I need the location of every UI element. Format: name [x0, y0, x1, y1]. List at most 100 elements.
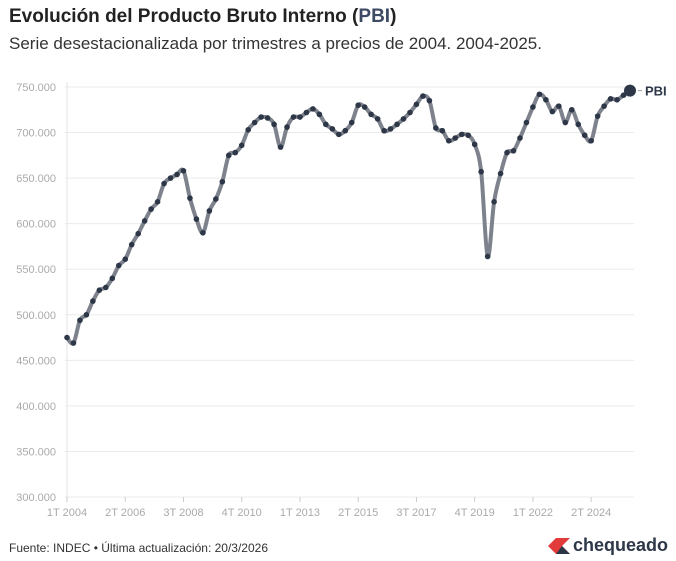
- data-point: [316, 111, 323, 118]
- data-point: [303, 109, 310, 116]
- y-tick-label: 650.000: [16, 173, 56, 185]
- data-point: [568, 106, 575, 113]
- data-point: [348, 119, 355, 126]
- data-point: [484, 253, 491, 260]
- data-point: [290, 114, 297, 120]
- data-point: [187, 195, 193, 201]
- data-point: [504, 149, 510, 156]
- y-tick-label: 400.000: [16, 401, 56, 413]
- y-tick-label: 750.000: [16, 82, 56, 94]
- x-tick-label: 1T 2013: [280, 507, 320, 519]
- series-label: PBI: [645, 84, 667, 99]
- data-point: [271, 121, 277, 128]
- data-point: [523, 119, 530, 126]
- data-point: [109, 275, 116, 282]
- data-point: [206, 208, 213, 214]
- data-point: [96, 287, 103, 293]
- data-point: [122, 256, 129, 263]
- data-point: [497, 170, 504, 177]
- data-point: [329, 126, 336, 132]
- y-tick-label: 450.000: [16, 355, 56, 367]
- data-point: [530, 104, 536, 110]
- data-point: [368, 111, 374, 118]
- x-tick-label: 1T 2004: [47, 507, 87, 519]
- data-point: [439, 127, 446, 134]
- x-tick-label: 2T 2006: [105, 507, 145, 519]
- data-point: [413, 101, 420, 108]
- y-tick-label: 500.000: [16, 310, 56, 322]
- data-point: [219, 178, 226, 185]
- data-point: [594, 113, 601, 119]
- chart-subtitle: Serie desestacionalizada por trimestres …: [9, 34, 542, 53]
- data-point: [614, 96, 620, 103]
- data-point: [562, 119, 569, 126]
- x-tick-label: 4T 2010: [222, 507, 262, 519]
- data-point: [491, 199, 497, 205]
- y-tick-label: 700.000: [16, 128, 56, 140]
- y-tick-label: 300.000: [16, 492, 56, 504]
- data-point: [115, 262, 122, 269]
- data-point: [355, 102, 362, 109]
- x-tick-label: 3T 2017: [396, 507, 436, 519]
- data-point: [297, 114, 303, 120]
- data-point: [180, 168, 187, 174]
- x-tick-label: 1T 2022: [513, 507, 553, 519]
- data-point: [556, 103, 562, 109]
- data-point: [225, 152, 232, 159]
- data-point: [70, 340, 77, 346]
- data-point: [135, 230, 141, 237]
- data-point: [394, 121, 400, 128]
- data-point: [141, 218, 148, 224]
- data-point: [361, 104, 368, 110]
- data-point: [64, 334, 70, 341]
- data-point: [607, 96, 614, 102]
- data-point: [400, 116, 407, 122]
- chequeado-logo: chequeado: [547, 535, 668, 556]
- data-point: [624, 84, 636, 97]
- y-tick-label: 550.000: [16, 264, 56, 276]
- data-point: [407, 109, 413, 116]
- x-tick-label: 4T 2019: [455, 507, 495, 519]
- data-point: [238, 142, 245, 149]
- data-point: [478, 168, 484, 175]
- y-tick-label: 600.000: [16, 219, 56, 231]
- data-point: [510, 147, 517, 154]
- data-point: [536, 91, 543, 98]
- data-point: [426, 97, 433, 104]
- data-point: [103, 284, 109, 291]
- data-point: [446, 137, 452, 144]
- data-point: [342, 127, 349, 134]
- data-point: [335, 131, 342, 138]
- data-point: [213, 196, 219, 202]
- chart-title: Evolución del Producto Bruto Interno (PB…: [9, 6, 397, 27]
- data-point: [433, 125, 439, 131]
- x-tick-label: 2T 2015: [338, 507, 378, 519]
- source-note: Fuente: INDEC • Última actualización: 20…: [9, 541, 268, 555]
- data-point: [452, 135, 459, 141]
- data-point: [471, 141, 478, 148]
- data-point: [128, 241, 135, 248]
- series-line-pbi: [65, 89, 632, 346]
- data-point: [310, 106, 316, 112]
- data-point: [588, 137, 594, 144]
- data-point: [465, 132, 472, 139]
- data-point: [381, 127, 387, 134]
- logo-mark-icon: [547, 537, 570, 554]
- data-point: [323, 121, 329, 128]
- data-point: [174, 171, 180, 178]
- data-point: [517, 135, 523, 141]
- data-point: [458, 131, 465, 138]
- data-point: [387, 126, 394, 132]
- logo-text: chequeado: [572, 535, 668, 555]
- data-point: [232, 149, 239, 156]
- data-point: [193, 216, 200, 222]
- x-tick-label: 3T 2008: [163, 507, 203, 519]
- data-point: [284, 124, 290, 130]
- data-point: [90, 298, 96, 304]
- data-point: [245, 127, 251, 133]
- data-point: [264, 115, 271, 121]
- data-point: [549, 108, 556, 115]
- data-point: [543, 96, 549, 103]
- data-point: [581, 132, 588, 139]
